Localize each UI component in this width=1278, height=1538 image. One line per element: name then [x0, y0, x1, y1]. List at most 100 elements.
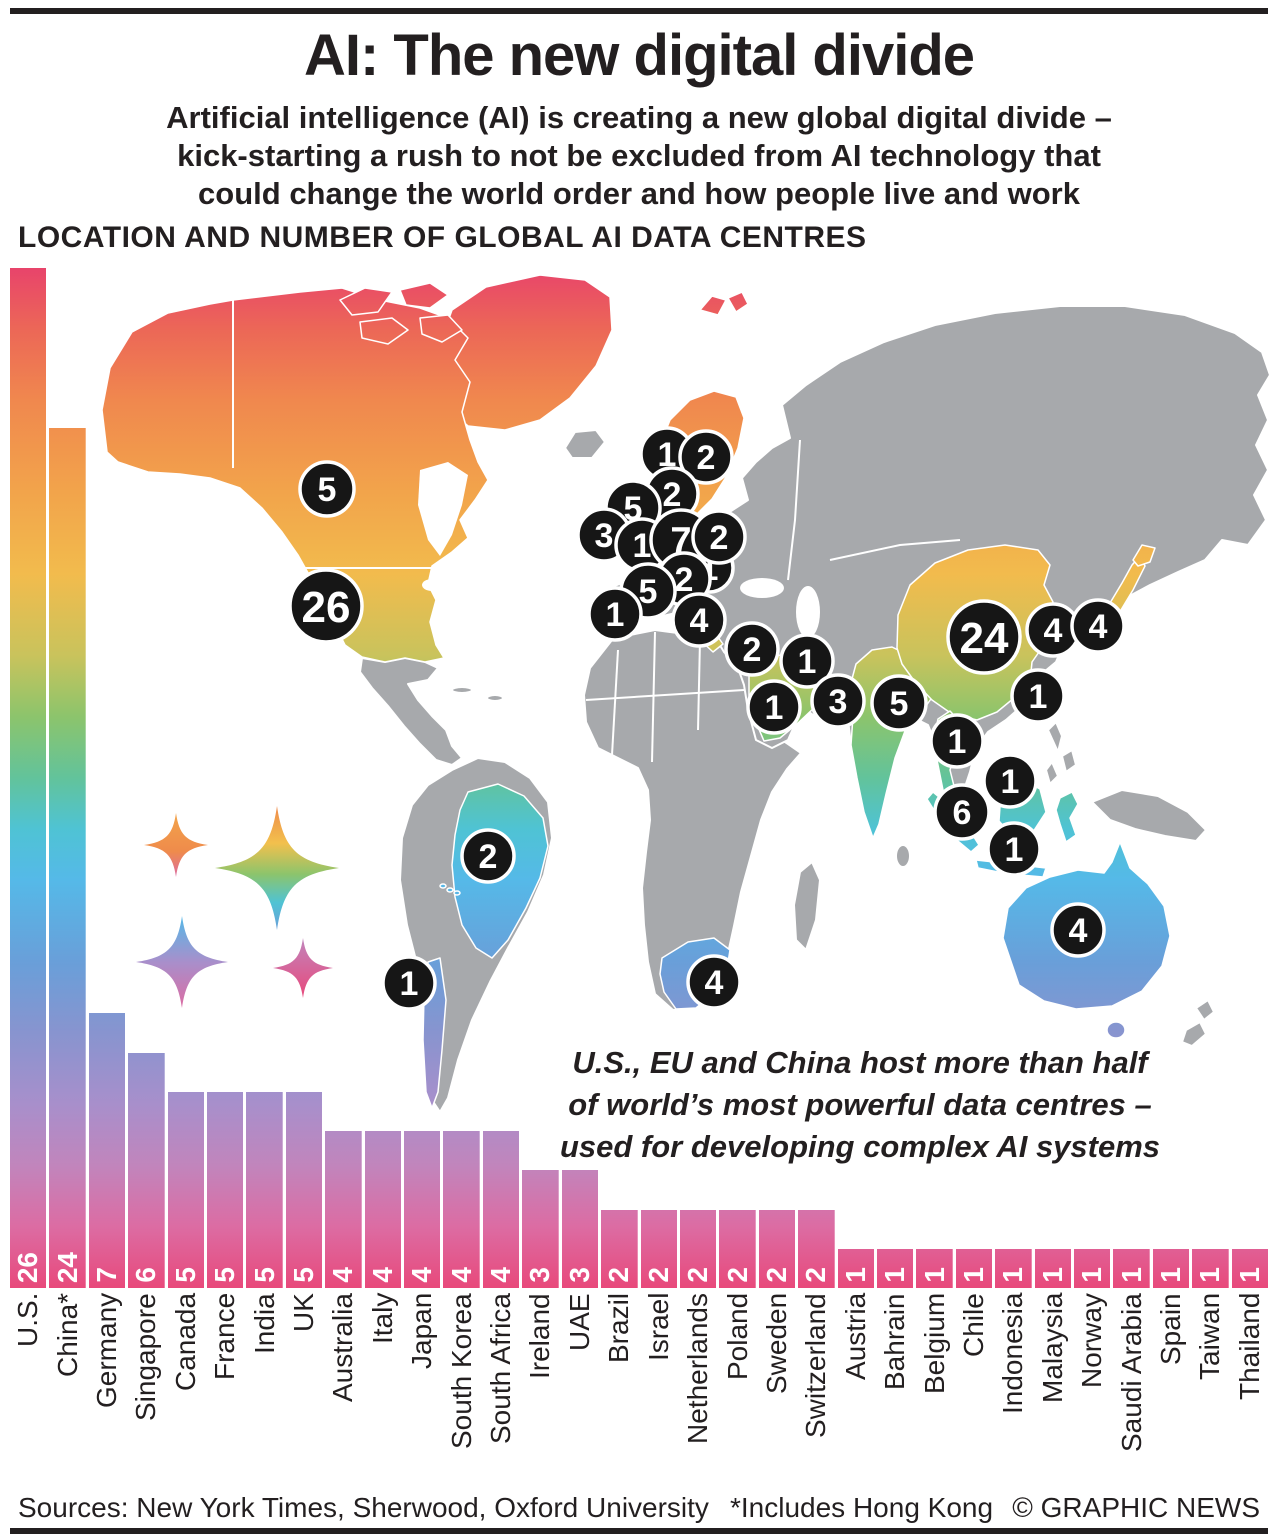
- bar-value: 26: [12, 1251, 44, 1283]
- sparkle-icon-2: [215, 806, 339, 930]
- svg-text:26: 26: [302, 583, 351, 632]
- svg-text:4: 4: [690, 602, 709, 640]
- bar-value: 1: [918, 1267, 950, 1283]
- x-label-Spain: Spain: [1154, 1293, 1186, 1365]
- bar-value: 2: [603, 1267, 635, 1283]
- map-marker-India: 5: [870, 674, 928, 732]
- bar-value: 5: [288, 1267, 320, 1283]
- bar-Italy: 4: [364, 1131, 402, 1288]
- bar-Indonesia: 1: [995, 1249, 1032, 1288]
- credit-text: © GRAPHIC NEWS: [1012, 1492, 1260, 1523]
- map-marker-Bahrain: 1: [779, 633, 835, 689]
- svg-text:1: 1: [1001, 763, 1020, 801]
- bar-Spain: 1: [1152, 1249, 1190, 1288]
- bar-value: 2: [682, 1267, 714, 1283]
- bar-value: 2: [642, 1267, 674, 1283]
- bar-Switzerland: 2: [798, 1210, 835, 1288]
- x-label-Ireland: Ireland: [524, 1293, 556, 1379]
- map-annotation: U.S., EU and China host more than half o…: [520, 1042, 1200, 1168]
- bar-Bahrain: 1: [876, 1249, 914, 1288]
- bar-Sweden: 2: [758, 1210, 796, 1288]
- x-label-South Korea: South Korea: [445, 1293, 477, 1449]
- map-marker-Chile: 1: [381, 955, 437, 1011]
- x-label-Saudi Arabia: Saudi Arabia: [1115, 1293, 1147, 1452]
- bar-Ireland: 3: [522, 1170, 559, 1288]
- bar-chart-labels: U.S. China* Germany Singapore Canada France In…: [10, 1293, 1268, 1489]
- svg-text:2: 2: [675, 561, 694, 599]
- x-label-UAE: UAE: [563, 1293, 595, 1351]
- bar-value: 5: [209, 1267, 241, 1283]
- svg-text:6: 6: [953, 794, 972, 832]
- bar-value: 1: [957, 1267, 989, 1283]
- svg-text:24: 24: [960, 614, 1009, 663]
- x-label-Taiwan: Taiwan: [1194, 1293, 1226, 1381]
- bar-Norway: 1: [1073, 1249, 1111, 1288]
- x-label-Singapore: Singapore: [130, 1293, 162, 1421]
- bar-value: 2: [760, 1267, 792, 1283]
- x-label-U.S.: U.S.: [12, 1293, 44, 1348]
- x-label-India: India: [248, 1293, 280, 1354]
- map-marker-Sweden: 2: [678, 429, 734, 485]
- x-label-Italy: Italy: [366, 1293, 398, 1345]
- map-marker-Canada: 5: [298, 460, 356, 518]
- bar-value: 1: [879, 1267, 911, 1283]
- x-label-Malaysia: Malaysia: [1036, 1293, 1068, 1404]
- x-label-Brazil: Brazil: [603, 1293, 635, 1364]
- svg-text:3: 3: [829, 683, 848, 721]
- sparkle-icon-1: [144, 813, 208, 877]
- bar-value: 1: [1233, 1267, 1265, 1283]
- svg-text:1: 1: [765, 689, 784, 727]
- bar-Australia: 4: [325, 1131, 362, 1288]
- bar-India: 5: [246, 1092, 283, 1288]
- sources-text: Sources: New York Times, Sherwood, Oxfor…: [18, 1492, 709, 1523]
- x-label-Poland: Poland: [721, 1293, 753, 1381]
- svg-text:4: 4: [1089, 608, 1108, 646]
- bar-Belgium: 1: [916, 1249, 953, 1288]
- bar-value: 4: [485, 1267, 517, 1283]
- svg-text:2: 2: [479, 838, 498, 876]
- bar-value: 1: [839, 1267, 871, 1283]
- bar-Japan: 4: [404, 1131, 441, 1288]
- map-water-overlays: [418, 462, 820, 638]
- bar-value: 1: [1115, 1267, 1147, 1283]
- x-label-Switzerland: Switzerland: [800, 1293, 832, 1438]
- bar-Malaysia: 1: [1034, 1249, 1071, 1288]
- svg-text:5: 5: [890, 685, 909, 723]
- map-marker-Japan: 4: [1070, 598, 1126, 654]
- bar-South Korea: 4: [443, 1131, 480, 1288]
- svg-text:1: 1: [400, 965, 419, 1003]
- annotation-line-3: used for developing complex AI systems: [559, 1129, 1161, 1164]
- x-label-Germany: Germany: [91, 1293, 123, 1409]
- bar-UAE: 3: [561, 1170, 599, 1288]
- bar-France: 5: [207, 1092, 244, 1288]
- x-label-UK: UK: [288, 1293, 320, 1332]
- sparkle-icon-3: [136, 916, 228, 1008]
- subtitle-line-3: could change the world order and how peo…: [198, 176, 1080, 211]
- bar-Taiwan: 1: [1192, 1249, 1229, 1288]
- svg-text:1: 1: [1005, 831, 1024, 869]
- bar-value: 24: [51, 1251, 83, 1283]
- ai-sparkles: [136, 806, 339, 1008]
- bar-value: 1: [1076, 1267, 1108, 1283]
- x-label-Japan: Japan: [406, 1293, 438, 1370]
- map-marker-Poland: 2: [691, 509, 747, 565]
- map-marker-Spain: 1: [587, 586, 643, 642]
- bar-value: 3: [563, 1267, 595, 1283]
- x-label-Bahrain: Bahrain: [879, 1293, 911, 1390]
- footnote-text: *Includes Hong Kong: [730, 1492, 994, 1523]
- x-label-Netherlands: Netherlands: [682, 1293, 714, 1444]
- svg-text:1: 1: [798, 643, 817, 681]
- page-title: AI: The new digital divide: [303, 23, 975, 88]
- x-label-Indonesia: Indonesia: [997, 1293, 1029, 1415]
- x-label-Norway: Norway: [1076, 1293, 1108, 1388]
- bar-value: 4: [366, 1267, 398, 1283]
- page-subtitle: Artificial intelligence (AI) is creating…: [0, 99, 1278, 213]
- map-marker-Malaysia: 1: [982, 753, 1038, 809]
- bar-Saudi Arabia: 1: [1113, 1249, 1150, 1288]
- bar-Thailand: 1: [1231, 1249, 1268, 1288]
- bar-Poland: 2: [719, 1210, 756, 1288]
- svg-text:2: 2: [743, 631, 762, 669]
- svg-text:1: 1: [658, 436, 677, 474]
